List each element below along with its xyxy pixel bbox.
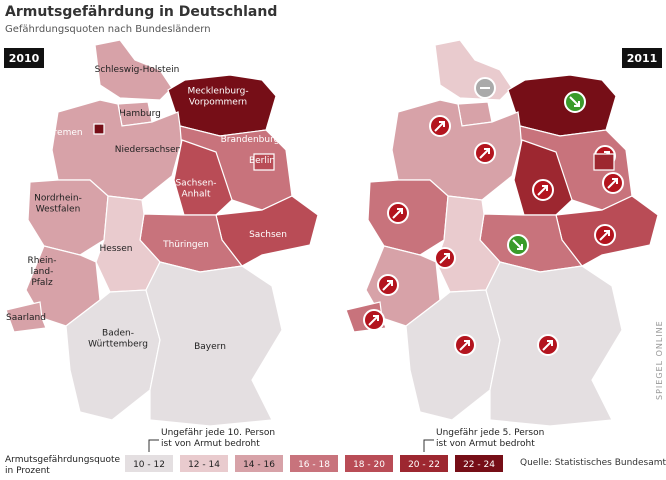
trend-icon	[602, 172, 624, 194]
trend-icon	[387, 202, 409, 224]
state-label: Berlin	[249, 156, 275, 166]
state-label: Hamburg	[119, 109, 161, 119]
legend-bin-label: 10 - 12	[133, 460, 165, 470]
legend-note: Ungefähr jede 10. Person	[161, 428, 275, 438]
watermark: SPIEGEL ONLINE	[655, 320, 664, 400]
legend-note: Ungefähr jede 5. Person	[436, 428, 544, 438]
legend-bin-label: 20 - 22	[408, 460, 440, 470]
legend-swatch	[125, 455, 173, 472]
state-label: Vorpommern	[189, 98, 247, 108]
legend-swatch	[180, 455, 228, 472]
state	[27, 179, 109, 256]
legend-bin-label: 22 - 24	[463, 460, 495, 470]
trend-arrow	[382, 280, 393, 291]
trend-icon	[377, 274, 399, 296]
legend-label: Armutsgefährdungsquote	[5, 455, 121, 465]
legend-swatch	[455, 455, 503, 472]
state-label: Sachsen	[249, 230, 287, 240]
trend-icon	[429, 115, 451, 137]
year-badge	[622, 48, 662, 68]
trend-arrow	[434, 121, 445, 132]
trend-icon	[474, 142, 496, 164]
legend-bin-label: 14 - 16	[243, 460, 275, 470]
trend-icon	[594, 224, 616, 246]
state-label: Schleswig-Holstein	[95, 65, 180, 75]
title: Armutsgefährdung in Deutschland	[5, 4, 277, 20]
source: Quelle: Statistisches Bundesamt	[520, 458, 666, 468]
trend-icon	[434, 247, 456, 269]
state-label: Brandenburg	[221, 135, 280, 145]
trend-arrow	[459, 340, 470, 351]
trend-icon	[363, 309, 385, 331]
state	[145, 261, 283, 427]
trend-arrow	[392, 208, 403, 219]
legend-bin-label: 12 - 14	[188, 460, 220, 470]
legend-bin-label: 16 - 18	[298, 460, 330, 470]
state-label: Thüringen	[162, 240, 209, 250]
state	[434, 39, 513, 101]
state-label: Westfalen	[36, 205, 81, 215]
trend-icon	[532, 179, 554, 201]
state-label: land-	[31, 267, 54, 277]
trend-arrow	[479, 148, 490, 159]
trend-arrow	[607, 178, 618, 189]
legend-swatch	[400, 455, 448, 472]
state	[5, 301, 47, 333]
year-badge	[4, 48, 44, 68]
state	[93, 123, 105, 135]
state-label: Sachsen-	[175, 179, 216, 189]
state-label: Niedersachsen	[115, 145, 182, 155]
trend-arrow	[368, 315, 379, 326]
trend-icon	[507, 234, 529, 256]
note-bracket	[423, 439, 434, 452]
state-label: Saarland	[6, 313, 46, 323]
legend-bin-label: 18 - 20	[353, 460, 385, 470]
trend-arrow	[512, 239, 523, 250]
state-label: Nordrhein-	[34, 194, 82, 204]
trend-icon	[537, 334, 559, 356]
legend-label: in Prozent	[5, 466, 50, 476]
legend-swatch	[235, 455, 283, 472]
state-label: Pfalz	[31, 278, 53, 288]
state-label: Anhalt	[181, 190, 211, 200]
trend-arrow	[569, 96, 580, 107]
state-label: Württemberg	[88, 340, 148, 350]
year-label: 2010	[9, 52, 40, 65]
state-label: Baden-	[102, 329, 134, 339]
trend-arrow	[537, 185, 548, 196]
legend-swatch	[345, 455, 393, 472]
year-label: 2011	[627, 52, 658, 65]
legend-note: ist von Armut bedroht	[161, 439, 260, 449]
state	[253, 153, 275, 171]
legend-note: ist von Armut bedroht	[436, 439, 535, 449]
trend-arrow	[599, 230, 610, 241]
state-label: Hessen	[100, 244, 133, 254]
trend-icon	[564, 91, 586, 113]
state	[593, 153, 615, 171]
trend-arrow	[439, 253, 450, 264]
trend-icon	[454, 334, 476, 356]
note-bracket	[148, 439, 159, 452]
state-label: Mecklenburg-	[187, 87, 248, 97]
state-label: Bremen	[47, 128, 82, 138]
state-label: Bayern	[194, 342, 226, 352]
state-label: Rhein-	[28, 256, 57, 266]
legend-swatch	[290, 455, 338, 472]
map: Schleswig-Holstein Mecklenburg-Vorpommern…	[4, 39, 319, 427]
trend-arrow	[542, 340, 553, 351]
trend-icon	[474, 77, 496, 99]
subtitle: Gefährdungsquoten nach Bundesländern	[5, 24, 211, 35]
map: 2011	[345, 39, 662, 427]
maps: Schleswig-Holstein Mecklenburg-Vorpommern…	[4, 39, 662, 427]
